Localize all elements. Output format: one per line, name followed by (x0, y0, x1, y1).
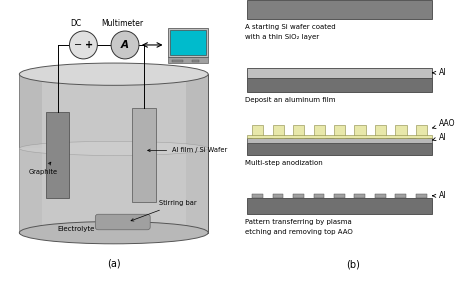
FancyBboxPatch shape (95, 214, 150, 230)
Text: A starting Si wafer coated: A starting Si wafer coated (245, 24, 336, 30)
Text: (b): (b) (346, 259, 360, 269)
Text: with a thin SiO₂ layer: with a thin SiO₂ layer (245, 34, 319, 40)
Text: (a): (a) (107, 258, 120, 268)
Circle shape (70, 31, 97, 59)
Bar (252, 194, 263, 198)
Ellipse shape (19, 141, 208, 156)
Bar (170, 30, 206, 55)
Text: Pattern transferring by plasma: Pattern transferring by plasma (245, 219, 352, 225)
Bar (395, 125, 407, 138)
Bar (247, 138, 432, 143)
Bar (395, 194, 406, 198)
Bar (247, 77, 432, 92)
Bar (416, 125, 427, 138)
Bar (355, 194, 365, 198)
Bar (273, 194, 283, 198)
Bar (355, 125, 366, 138)
Text: +: + (85, 40, 93, 50)
Text: Al: Al (433, 191, 446, 200)
Bar (19, 74, 42, 233)
Bar (334, 194, 345, 198)
Bar (168, 28, 208, 57)
Text: Al: Al (433, 133, 446, 142)
Bar (247, 143, 432, 155)
Bar (247, 0, 432, 19)
Bar (19, 148, 208, 233)
Text: Multimeter: Multimeter (102, 19, 144, 28)
Text: etching and removing top AAO: etching and removing top AAO (245, 229, 353, 235)
Ellipse shape (19, 63, 208, 85)
Text: Multi-step anodization: Multi-step anodization (245, 160, 323, 166)
Bar (252, 125, 264, 138)
Text: DC: DC (70, 19, 81, 28)
Bar (293, 125, 304, 138)
Bar (192, 60, 199, 62)
Bar (313, 125, 325, 138)
Text: Stirring bar: Stirring bar (131, 200, 196, 221)
Ellipse shape (19, 222, 208, 244)
Bar (375, 194, 386, 198)
Text: Al film / Si Wafer: Al film / Si Wafer (148, 148, 228, 154)
Bar (46, 113, 69, 198)
Bar (334, 125, 345, 138)
Text: Al: Al (433, 68, 446, 77)
Bar (293, 194, 304, 198)
Bar (416, 194, 427, 198)
Text: AAO: AAO (433, 119, 455, 129)
Bar (247, 198, 432, 214)
Bar (313, 194, 324, 198)
Text: Graphite: Graphite (28, 162, 57, 175)
Bar (247, 135, 432, 138)
Bar (247, 68, 432, 77)
Bar (375, 125, 386, 138)
Bar (185, 74, 208, 233)
Bar (172, 60, 183, 62)
Text: A: A (121, 40, 129, 50)
Bar (19, 74, 208, 233)
Text: −: − (73, 40, 82, 50)
Bar (273, 125, 284, 138)
Text: Electrolyte: Electrolyte (57, 226, 95, 232)
Bar (132, 108, 156, 202)
Bar (168, 57, 208, 63)
Circle shape (111, 31, 139, 59)
Text: Deposit an aluminum film: Deposit an aluminum film (245, 97, 336, 103)
